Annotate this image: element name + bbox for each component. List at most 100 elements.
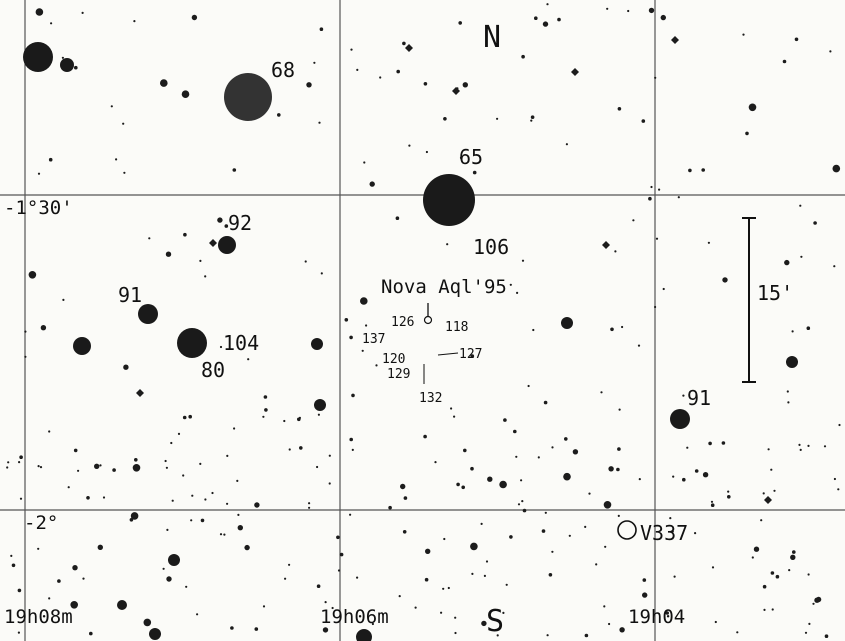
- field-star: [219, 345, 223, 349]
- field-star: [89, 631, 93, 636]
- star-91b-disc: [670, 409, 690, 429]
- field-star: [277, 113, 281, 117]
- field-star: [682, 477, 686, 482]
- field-star: [18, 461, 21, 464]
- field-star: [807, 444, 810, 447]
- nova-markers: [423, 303, 459, 384]
- south-label: S: [486, 604, 504, 639]
- field-star: [148, 237, 151, 240]
- field-star: [505, 583, 508, 586]
- field-star: [133, 20, 136, 23]
- field-star: [806, 326, 811, 331]
- field-star: [50, 22, 53, 25]
- field-star: [7, 461, 10, 464]
- field-star: [763, 608, 766, 612]
- field-star-diamond: [136, 389, 144, 397]
- field-star: [456, 482, 460, 487]
- field-star: [319, 27, 324, 32]
- field-star: [264, 408, 268, 412]
- star-disc: [168, 554, 180, 566]
- field-star: [470, 542, 478, 551]
- field-star: [283, 419, 286, 423]
- field-star: [551, 550, 554, 553]
- field-star: [351, 393, 355, 398]
- field-star: [808, 622, 811, 626]
- field-star: [182, 474, 185, 477]
- field-star: [143, 618, 152, 627]
- field-star: [349, 335, 353, 340]
- field-star: [403, 496, 408, 500]
- field-star: [395, 216, 400, 220]
- north-label: N: [483, 20, 501, 55]
- field-star: [714, 620, 717, 624]
- field-star-diamond: [602, 241, 610, 249]
- field-star: [10, 554, 13, 558]
- field-star: [233, 427, 236, 430]
- field-star: [35, 8, 44, 16]
- field-star: [237, 513, 240, 517]
- field-star: [686, 446, 689, 449]
- star-label-68: 68: [271, 58, 295, 82]
- field-star: [375, 364, 378, 367]
- field-star: [710, 500, 714, 503]
- field-star: [331, 606, 334, 610]
- field-star: [642, 578, 647, 582]
- field-star: [800, 255, 803, 258]
- comparison-label-126: 126: [391, 315, 414, 330]
- field-star: [188, 414, 192, 419]
- field-star: [86, 496, 90, 500]
- star-label-80: 80: [201, 358, 225, 382]
- field-star: [773, 489, 776, 492]
- field-star: [170, 441, 173, 445]
- field-star: [130, 512, 139, 520]
- field-star: [224, 224, 229, 228]
- field-star: [509, 535, 513, 539]
- field-star: [604, 545, 607, 548]
- field-star: [722, 277, 728, 283]
- field-star: [694, 532, 697, 535]
- field-star: [73, 448, 78, 453]
- field-star: [650, 185, 653, 189]
- field-star: [794, 37, 799, 42]
- field-star: [40, 325, 47, 331]
- field-star: [470, 354, 475, 358]
- field-star: [832, 164, 841, 173]
- field-star: [351, 448, 354, 451]
- field-star: [788, 569, 791, 572]
- field-star: [677, 196, 680, 199]
- field-star: [24, 330, 27, 333]
- field-star: [600, 391, 603, 394]
- field-star: [337, 569, 341, 572]
- field-star: [94, 463, 100, 469]
- field-star: [453, 415, 456, 418]
- field-star: [798, 443, 801, 446]
- field-star: [363, 161, 366, 164]
- field-star: [745, 131, 749, 136]
- field-star: [618, 408, 621, 411]
- nova-position-marker: [423, 315, 433, 325]
- field-star: [520, 479, 523, 482]
- star-label-65: 65: [459, 145, 483, 169]
- star-label-91: 91: [118, 283, 142, 307]
- field-star: [513, 429, 517, 434]
- field-star: [711, 566, 715, 569]
- field-star: [316, 465, 319, 469]
- field-star: [515, 455, 518, 458]
- field-star: [48, 157, 53, 162]
- field-star: [502, 611, 505, 615]
- field-star: [171, 499, 174, 502]
- field-star: [521, 54, 525, 59]
- field-star: [672, 475, 675, 478]
- field-star: [454, 616, 457, 619]
- field-star: [408, 144, 411, 147]
- field-star: [655, 237, 659, 240]
- field-star: [542, 21, 549, 27]
- field-star: [110, 105, 113, 108]
- field-star: [829, 50, 832, 53]
- field-star: [471, 572, 474, 576]
- field-star: [751, 556, 754, 559]
- field-star: [284, 577, 287, 580]
- field-star: [658, 188, 661, 191]
- field-star-diamond: [671, 36, 679, 44]
